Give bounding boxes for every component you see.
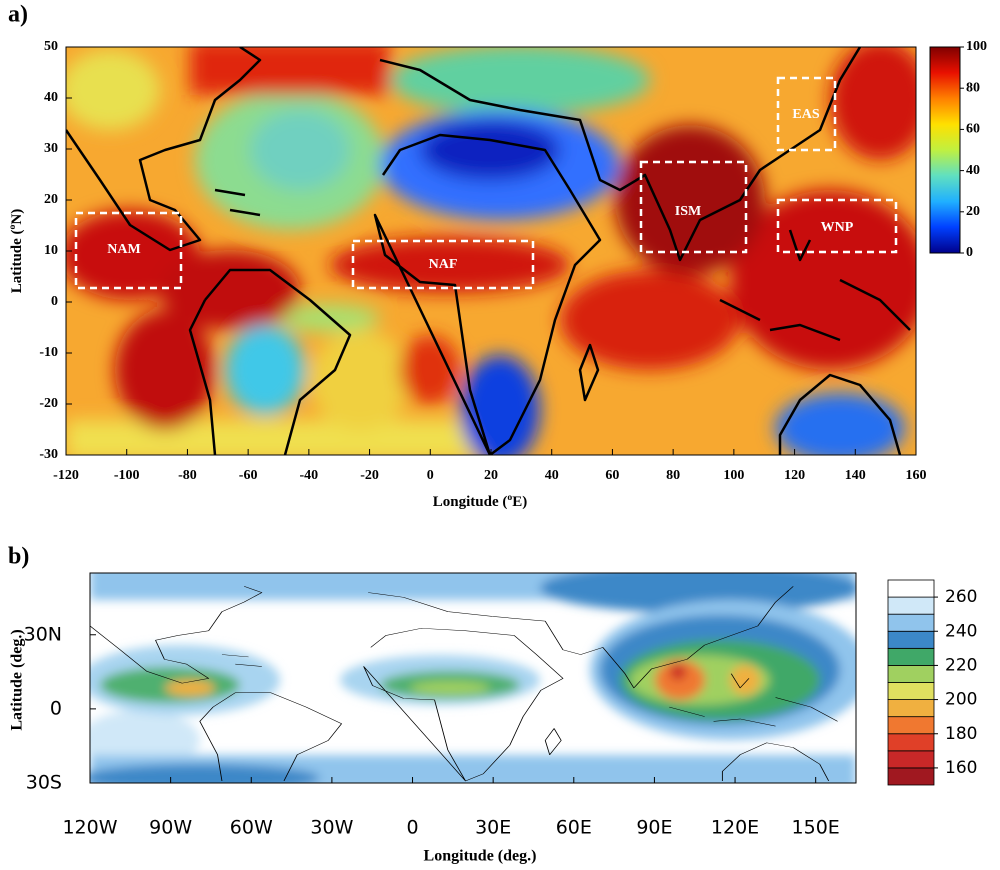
axis-label-part: Longitude ( — [433, 494, 508, 510]
colorbar-tick-label: 80 — [966, 80, 980, 95]
colorbar-swatch — [887, 613, 935, 632]
y-tick-label: -10 — [39, 345, 58, 360]
colorbar-tick-label: 100 — [966, 39, 987, 54]
field-a — [66, 47, 916, 455]
region-box — [74, 211, 183, 290]
y-tick-label: 30N — [24, 623, 62, 645]
x-tick-label: -120 — [53, 468, 79, 483]
x-tick-label: -80 — [178, 468, 197, 483]
x-axis-label: Longitude (oE) — [433, 492, 527, 511]
axis-label-part: o — [7, 224, 18, 229]
x-tick-label: 0 — [427, 468, 434, 483]
x-tick-label: 30W — [310, 817, 353, 839]
y-tick-label: 0 — [50, 697, 62, 719]
y-tick-label: 0 — [51, 294, 58, 309]
y-tick-label: 20 — [44, 192, 58, 207]
field-b — [90, 573, 856, 783]
region-box — [639, 160, 748, 254]
x-axis-label: Longitude (deg.) — [424, 848, 537, 865]
axis-label-part: E) — [512, 494, 527, 510]
y-tick-label: 30S — [26, 772, 62, 794]
colorbar-tick-label: 0 — [966, 245, 973, 260]
region-label: NAF — [429, 257, 458, 272]
colorbar-tick-label: 160 — [945, 758, 977, 778]
x-tick-label: 40 — [545, 468, 559, 483]
panel-label: a) — [8, 2, 28, 28]
colorbar-tick-label: 220 — [945, 655, 977, 675]
panel-label: b) — [8, 544, 29, 570]
y-tick-label: 50 — [44, 39, 58, 54]
x-tick-label: 90W — [149, 817, 192, 839]
y-axis-label: Latitude (deg.) — [9, 629, 26, 730]
colorbar-tick-label: 180 — [945, 724, 977, 744]
x-tick-label: 60W — [230, 817, 273, 839]
region-box — [776, 198, 898, 254]
axis-label-part: o — [507, 492, 512, 503]
region-label: WNP — [821, 220, 854, 235]
y-tick-label: 30 — [44, 141, 58, 156]
colorbar — [929, 46, 961, 254]
colorbar-swatch — [887, 665, 935, 683]
colorbar-tick-label: 240 — [945, 621, 977, 641]
region-label: EAS — [792, 107, 819, 122]
colorbar-swatch — [887, 716, 935, 735]
colorbar-swatch — [887, 733, 935, 752]
x-tick-label: 140 — [845, 468, 866, 483]
colorbar-tick-label: 60 — [966, 122, 980, 137]
y-axis-label: Latitude (oN) — [7, 209, 26, 293]
y-tick-label: 40 — [44, 90, 58, 105]
colorbar-swatch — [887, 699, 935, 718]
region-labels: NAM NAF ISM EAS WNP — [107, 107, 853, 272]
x-tick-label: 120E — [711, 817, 759, 839]
x-tick-label: 20 — [484, 468, 498, 483]
colorbar-tick-label: 260 — [945, 587, 977, 607]
colorbar-swatch — [887, 682, 935, 700]
x-tick-label: 100 — [723, 468, 744, 483]
colorbar-tick-label: 40 — [966, 163, 980, 178]
colorbar-swatch — [887, 750, 935, 769]
y-tick-label: -20 — [39, 396, 58, 411]
colorbar-tick-label: 20 — [966, 204, 980, 219]
region-box — [776, 76, 837, 152]
region-box — [351, 239, 535, 290]
y-tick-label: -30 — [39, 447, 58, 462]
colorbar-swatch — [887, 579, 935, 598]
x-tick-label: -20 — [360, 468, 379, 483]
x-tick-label: 0 — [406, 817, 418, 839]
x-tick-label: 160 — [906, 468, 927, 483]
x-tick-label: 60E — [556, 817, 592, 839]
x-tick-label: 90E — [636, 817, 672, 839]
x-tick-label: -40 — [300, 468, 319, 483]
frame-b — [89, 572, 857, 784]
region-label: NAM — [107, 242, 140, 257]
region-label: ISM — [675, 204, 701, 219]
x-tick-label: 150E — [792, 817, 840, 839]
colorbar-swatch — [887, 630, 935, 649]
axis-label-part: Latitude ( — [9, 229, 25, 293]
colorbar-swatch — [887, 767, 935, 786]
x-tick-label: 120W — [62, 817, 117, 839]
colorbar-swatch — [887, 596, 935, 615]
x-tick-label: 80 — [666, 468, 680, 483]
axis-label-part: N) — [9, 209, 25, 225]
colorbar-swatch — [887, 647, 935, 666]
colorbar-tick-label: 200 — [945, 690, 977, 710]
x-tick-label: -60 — [239, 468, 258, 483]
x-tick-label: 60 — [605, 468, 619, 483]
x-tick-label: -100 — [114, 468, 140, 483]
y-tick-label: 10 — [44, 243, 58, 258]
x-tick-label: 30E — [475, 817, 511, 839]
x-tick-label: 120 — [784, 468, 805, 483]
